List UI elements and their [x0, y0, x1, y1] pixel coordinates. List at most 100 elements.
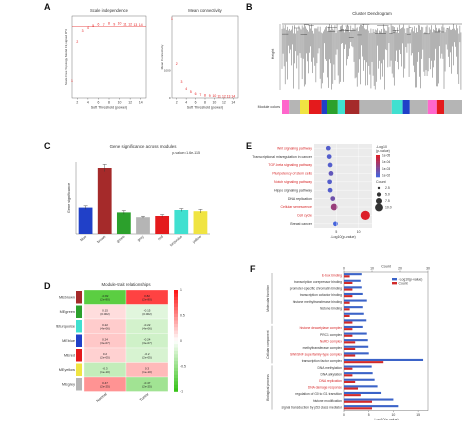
data-dot [328, 171, 334, 176]
module-color-segment [327, 100, 338, 114]
color-legend-step [376, 163, 380, 166]
color-legend-step [376, 174, 380, 177]
row-label: MEgrey [62, 382, 75, 386]
category-label: histone binding [320, 306, 342, 310]
category-label: Wnt signaling pathway [277, 146, 312, 150]
color-legend-title: (p-value) [376, 149, 390, 153]
cell-value: -0.82 [102, 294, 109, 298]
group-label: Biological process [266, 374, 270, 401]
data-point: 7 [103, 23, 105, 27]
color-legend-step [376, 159, 380, 161]
category-label: Cell cycle [297, 214, 312, 218]
color-scale-step [174, 293, 178, 298]
data-point: 9 [113, 22, 115, 26]
scale-tick-label: 0 [180, 339, 182, 343]
scale-tick-label: -0.5 [180, 364, 186, 368]
size-legend-dot [376, 198, 382, 204]
category-label: regulation of G0 to G1 transition [295, 392, 342, 396]
x-tick-label: 12 [128, 101, 132, 105]
data-point: 6 [97, 22, 99, 26]
color-scale-step [174, 357, 178, 362]
size-legend-dot [375, 203, 383, 212]
data-point: 2 [76, 40, 78, 44]
bar-pvalue [344, 339, 368, 342]
color-legend-step [376, 155, 380, 157]
module-swatch [76, 334, 82, 347]
module-color-segment [321, 100, 327, 114]
category-label: histone modification [313, 399, 342, 403]
bar-pvalue [344, 358, 424, 361]
category-label: grey [137, 235, 145, 243]
data-point: 12 [128, 22, 132, 26]
color-legend-tick: 1e-04 [382, 160, 390, 164]
row-label: MEgreen [60, 310, 75, 314]
category-label: PRC1 complex [320, 333, 342, 337]
y-tick-label: 0 [169, 96, 171, 100]
size-legend-label: 2.5 [385, 186, 390, 190]
data-point: 5 [92, 24, 94, 28]
data-point: 13 [134, 23, 138, 27]
y-axis-label: Gene significance [67, 183, 71, 213]
bar-pvalue [344, 299, 367, 302]
cell-value: (2e-05) [100, 355, 110, 359]
chart-title: Cluster Dendrogram [352, 11, 392, 16]
color-legend-step [376, 158, 380, 160]
category-label: Transcriptional misregulation in cancer [252, 155, 313, 159]
color-scale-step [174, 337, 178, 342]
category-label: Pluripotency of stem cells [272, 172, 312, 176]
y-axis-label: Scale Free Topology Model Fit,signed R^2 [64, 29, 68, 86]
chart-title: Scale independence [90, 8, 129, 13]
row-label: MEyellow [59, 368, 76, 372]
bar-pvalue [344, 286, 362, 289]
cell-value: 0.24 [102, 337, 108, 341]
bar-pvalue [344, 365, 372, 368]
bar-yellow [193, 211, 208, 234]
category-label: TGF-beta signaling pathway [268, 163, 312, 167]
chart-title: Module-trait relationships [101, 282, 151, 287]
bar-count [344, 334, 353, 337]
category-label: DNA replication [288, 197, 312, 201]
data-point: 7 [199, 93, 201, 97]
category-label: histone deacetylase complex [300, 326, 343, 330]
size-legend-title: Count [376, 180, 386, 184]
bar-count [344, 407, 372, 410]
cell-value: (2e-80) [142, 297, 152, 301]
chart-title: Gene significance across modules [110, 144, 178, 149]
x-axis-label: Soft Threshold (power) [187, 106, 224, 110]
size-legend-label: 10.0 [385, 206, 392, 210]
bar-pvalue [344, 405, 399, 408]
cell-value: 0.15 [102, 308, 108, 312]
scale-tick-label: 0.5 [180, 314, 185, 318]
bar-count [344, 341, 356, 344]
module-swatch [76, 291, 82, 304]
data-point: 8 [204, 93, 206, 97]
category-label: E-box binding [322, 273, 342, 277]
bar-count [344, 347, 356, 350]
data-point: 10 [118, 22, 122, 26]
x-axis-label: Soft Threshold (power) [91, 106, 128, 110]
module-color-segment [345, 100, 360, 114]
color-scale-step [174, 333, 178, 338]
color-legend-step [376, 161, 380, 163]
legend-swatch-count [392, 282, 397, 285]
data-point: 5 [190, 90, 192, 94]
cell-value: (2e-25) [142, 384, 152, 388]
category-label: brown [96, 235, 106, 244]
module-color-segment [402, 100, 410, 114]
bar-count [344, 321, 353, 324]
bar-pvalue [344, 325, 363, 328]
color-scale-step [174, 327, 178, 331]
color-scale-step [174, 350, 178, 355]
bar-pvalue [344, 312, 364, 315]
color-legend-tick: 1e-02 [382, 174, 390, 178]
cell-value: (4e-06) [100, 326, 110, 330]
bar-count [344, 275, 350, 278]
bar-count [344, 354, 356, 357]
panel-label-a: A [44, 2, 51, 12]
color-legend-title: -Log10 [376, 145, 387, 149]
gene-significance-bar-chart: Gene significance across modules p-value=… [67, 144, 210, 247]
row-label: MEblue [62, 339, 75, 343]
legend-label-pvalue: -Log10(p-value) [399, 277, 423, 281]
